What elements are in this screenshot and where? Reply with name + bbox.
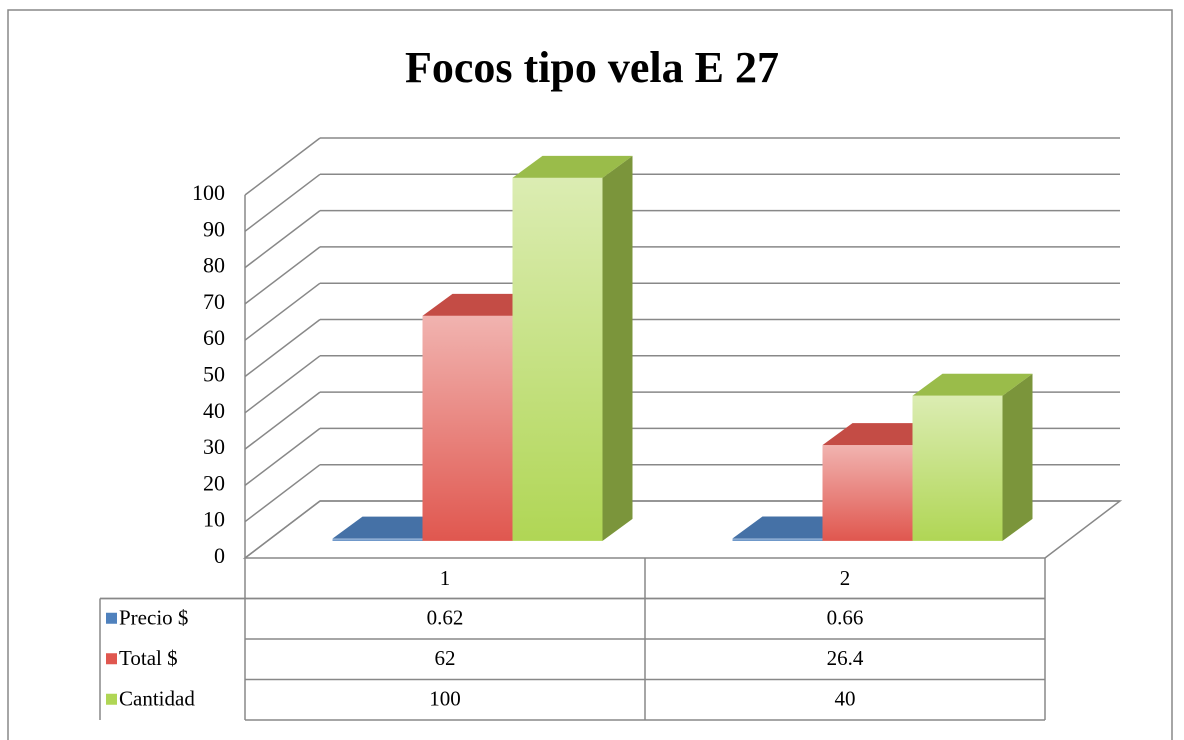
bar-shine [332, 538, 423, 541]
chart-title: Focos tipo vela E 27 [405, 43, 779, 92]
y-tick-label: 60 [203, 325, 225, 350]
bar-shine [822, 445, 913, 541]
y-tick-label: 30 [203, 434, 225, 459]
grid-line [244, 282, 321, 341]
grid-line [244, 500, 321, 559]
grid-line [244, 137, 321, 196]
data-label: 0.62 [427, 606, 464, 630]
x-tick-label: 2 [840, 566, 851, 590]
y-tick-label: 40 [203, 398, 225, 423]
bar-shine [512, 177, 603, 541]
bar-side [602, 155, 633, 541]
bar-side-shade [602, 155, 633, 541]
y-tick-label: 70 [203, 289, 225, 314]
legend-label: Cantidad [119, 687, 195, 711]
bar-side [1002, 373, 1033, 541]
y-tick-label: 10 [203, 507, 225, 532]
grid-line [244, 464, 321, 523]
y-tick-label: 100 [192, 180, 225, 205]
legend-key [106, 693, 117, 705]
bar-top-shade [912, 373, 1033, 396]
x-tick-label: 1 [440, 566, 451, 590]
data-label: 62 [435, 646, 456, 670]
bar-top [512, 155, 633, 178]
bar-side-shade [1002, 373, 1033, 541]
y-tick-label: 0 [214, 543, 225, 568]
data-label: 26.4 [827, 646, 864, 670]
y-tick-label: 50 [203, 362, 225, 387]
y-tick-label: 80 [203, 253, 225, 278]
data-label: 100 [429, 687, 461, 711]
data-label: 0.66 [827, 606, 864, 630]
grid-line [244, 427, 321, 486]
grid-line [244, 391, 321, 450]
bar-shine [422, 315, 513, 541]
bar-top-shade [512, 155, 633, 178]
data-label: 40 [835, 687, 856, 711]
bar-shine [732, 538, 823, 541]
legend-key [106, 612, 117, 624]
grid-line [244, 210, 321, 269]
legend-key [106, 653, 117, 665]
grid-line [244, 246, 321, 305]
y-tick-label: 20 [203, 470, 225, 495]
bar-top [912, 373, 1033, 396]
legend-label: Precio $ [119, 606, 188, 630]
grid-line [244, 173, 321, 232]
legend-label: Total $ [119, 646, 178, 670]
bar-shine [912, 395, 1003, 541]
y-tick-label: 90 [203, 216, 225, 241]
grid-line [244, 318, 321, 378]
grid-line [244, 355, 321, 414]
